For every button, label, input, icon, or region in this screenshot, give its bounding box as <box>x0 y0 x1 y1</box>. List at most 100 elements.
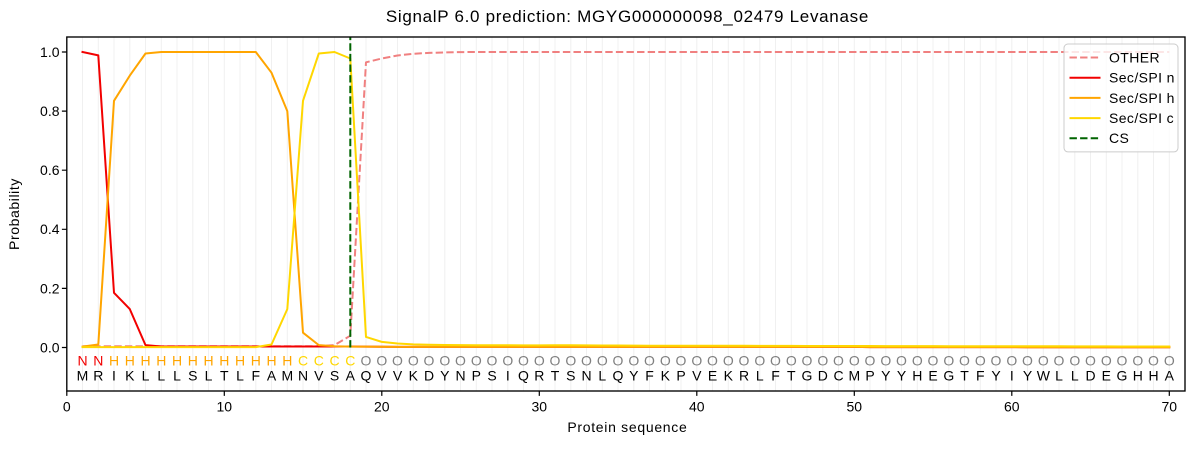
svg-text:O: O <box>408 353 419 369</box>
svg-text:O: O <box>865 353 876 369</box>
svg-text:N: N <box>77 353 87 369</box>
svg-text:Sec/SPI c: Sec/SPI c <box>1109 110 1174 126</box>
svg-text:D: D <box>818 368 828 384</box>
svg-text:O: O <box>581 353 592 369</box>
svg-text:D: D <box>1085 368 1095 384</box>
svg-text:O: O <box>487 353 498 369</box>
svg-text:F: F <box>976 368 985 384</box>
svg-text:A: A <box>267 368 277 384</box>
svg-text:V: V <box>377 368 387 384</box>
svg-text:O: O <box>1132 353 1143 369</box>
svg-text:F: F <box>252 368 261 384</box>
svg-text:V: V <box>393 368 403 384</box>
svg-text:O: O <box>707 353 718 369</box>
svg-text:M: M <box>77 368 89 384</box>
svg-text:I: I <box>506 368 510 384</box>
svg-text:N: N <box>581 368 591 384</box>
svg-text:O: O <box>1164 353 1175 369</box>
svg-text:K: K <box>724 368 734 384</box>
svg-text:E: E <box>1102 368 1111 384</box>
svg-text:H: H <box>203 353 213 369</box>
svg-text:F: F <box>771 368 780 384</box>
svg-text:Sec/SPI h: Sec/SPI h <box>1109 90 1175 106</box>
svg-text:CS: CS <box>1109 130 1129 146</box>
svg-text:G: G <box>802 368 813 384</box>
svg-text:O: O <box>502 353 513 369</box>
svg-text:S: S <box>487 368 496 384</box>
svg-text:S: S <box>188 368 197 384</box>
svg-text:O: O <box>644 353 655 369</box>
svg-text:H: H <box>219 353 229 369</box>
svg-text:Q: Q <box>518 368 529 384</box>
svg-text:30: 30 <box>532 398 548 414</box>
svg-text:T: T <box>787 368 796 384</box>
svg-text:O: O <box>1022 353 1033 369</box>
svg-text:R: R <box>534 368 544 384</box>
svg-text:O: O <box>975 353 986 369</box>
svg-text:SignalP 6.0 prediction: MGYG00: SignalP 6.0 prediction: MGYG000000098_02… <box>386 7 869 26</box>
svg-text:O: O <box>754 353 765 369</box>
svg-text:O: O <box>471 353 482 369</box>
svg-text:O: O <box>628 353 639 369</box>
svg-text:H: H <box>266 353 276 369</box>
svg-text:O: O <box>1069 353 1080 369</box>
svg-text:0.0: 0.0 <box>40 339 60 355</box>
svg-text:H: H <box>1148 368 1158 384</box>
svg-text:C: C <box>345 353 355 369</box>
svg-text:O: O <box>991 353 1002 369</box>
svg-text:S: S <box>566 368 575 384</box>
svg-text:O: O <box>361 353 372 369</box>
svg-text:H: H <box>172 353 182 369</box>
svg-text:Sec/SPI n: Sec/SPI n <box>1109 70 1175 86</box>
svg-text:W: W <box>1037 368 1051 384</box>
svg-text:H: H <box>912 368 922 384</box>
svg-text:H: H <box>156 353 166 369</box>
svg-text:L: L <box>756 368 764 384</box>
svg-text:O: O <box>723 353 734 369</box>
svg-text:H: H <box>188 353 198 369</box>
svg-text:Y: Y <box>991 368 1001 384</box>
svg-text:L: L <box>157 368 165 384</box>
svg-text:O: O <box>550 353 561 369</box>
svg-text:O: O <box>1054 353 1065 369</box>
svg-text:Y: Y <box>897 368 907 384</box>
svg-text:S: S <box>330 368 339 384</box>
svg-text:G: G <box>1117 368 1128 384</box>
svg-text:A: A <box>1165 368 1175 384</box>
svg-text:T: T <box>220 368 229 384</box>
svg-text:O: O <box>1085 353 1096 369</box>
svg-text:Y: Y <box>881 368 891 384</box>
svg-text:I: I <box>112 368 116 384</box>
svg-text:V: V <box>314 368 324 384</box>
svg-text:O: O <box>439 353 450 369</box>
svg-text:E: E <box>928 368 937 384</box>
svg-text:1.0: 1.0 <box>40 44 60 60</box>
svg-text:40: 40 <box>689 398 705 414</box>
svg-text:Y: Y <box>440 368 450 384</box>
svg-text:Q: Q <box>613 368 624 384</box>
svg-text:D: D <box>424 368 434 384</box>
svg-text:N: N <box>455 368 465 384</box>
svg-text:P: P <box>865 368 874 384</box>
svg-text:Protein sequence: Protein sequence <box>567 419 687 435</box>
svg-text:O: O <box>912 353 923 369</box>
svg-text:O: O <box>376 353 387 369</box>
svg-text:K: K <box>125 368 135 384</box>
svg-text:0.2: 0.2 <box>40 280 60 296</box>
svg-text:O: O <box>959 353 970 369</box>
svg-text:O: O <box>896 353 907 369</box>
svg-text:Y: Y <box>629 368 639 384</box>
svg-text:O: O <box>1148 353 1159 369</box>
svg-text:O: O <box>943 353 954 369</box>
svg-text:10: 10 <box>217 398 233 414</box>
svg-text:O: O <box>786 353 797 369</box>
svg-text:O: O <box>1006 353 1017 369</box>
svg-text:O: O <box>518 353 529 369</box>
svg-text:O: O <box>455 353 466 369</box>
svg-text:N: N <box>93 353 103 369</box>
svg-text:H: H <box>125 353 135 369</box>
svg-text:O: O <box>928 353 939 369</box>
svg-text:H: H <box>109 353 119 369</box>
svg-text:T: T <box>960 368 969 384</box>
svg-text:O: O <box>739 353 750 369</box>
